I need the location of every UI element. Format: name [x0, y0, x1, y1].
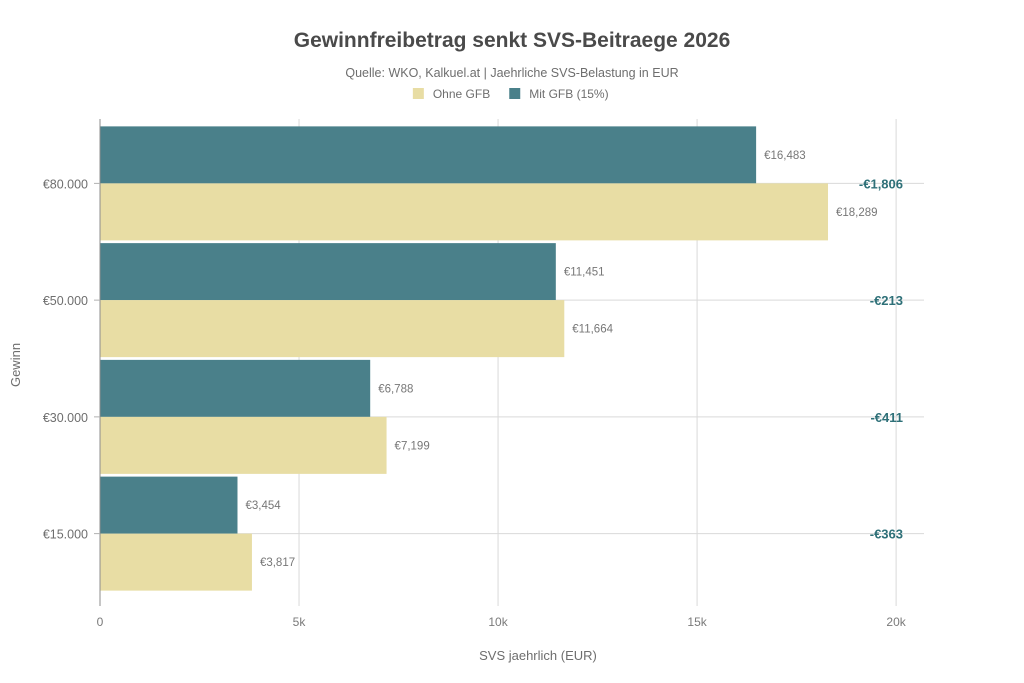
bar-mit-gfb[interactable]	[100, 126, 757, 184]
bar-ohne-gfb[interactable]	[100, 416, 387, 474]
y-tick-label: €80.000	[43, 177, 88, 191]
bar-value-label: €11,664	[572, 324, 613, 336]
x-tick-label: 15k	[687, 615, 707, 629]
legend-item-ohne-gfb[interactable]: Ohne GFB	[412, 87, 490, 101]
bar-ohne-gfb[interactable]	[100, 533, 252, 591]
delta-annotation: -€213	[870, 293, 903, 308]
legend-label: Ohne GFB	[433, 87, 490, 101]
bars-layer	[100, 126, 829, 591]
legend-swatch	[412, 88, 424, 99]
delta-annotations: -€363 -€411 -€213 -€1,806	[859, 176, 903, 541]
y-tick-label: €30.000	[43, 411, 88, 425]
bar-mit-gfb[interactable]	[100, 359, 371, 417]
bar-mit-gfb[interactable]	[100, 476, 238, 534]
bar-value-label: €6,788	[378, 383, 413, 395]
chart-legend: Ohne GFB Mit GFB (15%)	[412, 87, 609, 101]
bar-value-label: €3,817	[260, 557, 295, 569]
bar-ohne-gfb[interactable]	[100, 183, 829, 241]
x-tick-label: 0	[97, 615, 104, 629]
legend-item-mit-gfb[interactable]: Mit GFB (15%)	[509, 87, 609, 101]
x-tick-label: 20k	[886, 615, 906, 629]
y-axis: €15.000 €30.000 €50.000 €80.000	[43, 119, 101, 606]
y-axis-title: Gewinn	[8, 343, 23, 387]
bar-value-label: €18,289	[836, 207, 878, 219]
delta-annotation: -€1,806	[859, 176, 903, 191]
chart-subtitle: Quelle: WKO, Kalkuel.at | Jaehrliche SVS…	[345, 66, 678, 80]
legend-swatch	[509, 88, 521, 99]
bar-value-label: €11,451	[564, 267, 605, 279]
x-axis: 0 5k 10k 15k 20k	[97, 615, 907, 629]
delta-annotation: -€363	[870, 527, 903, 542]
legend-label: Mit GFB (15%)	[529, 87, 608, 101]
bar-value-label: €16,483	[764, 150, 806, 162]
bar-value-label: €3,454	[245, 500, 281, 512]
y-tick-label: €50.000	[43, 294, 88, 308]
x-axis-title: SVS jaehrlich (EUR)	[479, 648, 597, 663]
bar-ohne-gfb[interactable]	[100, 300, 565, 358]
delta-annotation: -€411	[870, 410, 903, 425]
bar-value-label: €7,199	[395, 440, 430, 452]
chart-title: Gewinnfreibetrag senkt SVS-Beitraege 202…	[294, 29, 731, 52]
bar-mit-gfb[interactable]	[100, 243, 556, 301]
x-tick-label: 10k	[488, 615, 508, 629]
x-tick-label: 5k	[293, 615, 307, 629]
bar-value-labels: €3,454 €3,817 €6,788 €7,199 €11,451 €11,664 €1…	[245, 150, 877, 569]
y-tick-label: €15.000	[43, 528, 88, 542]
